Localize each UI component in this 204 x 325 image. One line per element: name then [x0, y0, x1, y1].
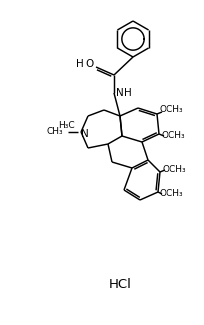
Text: CH₃: CH₃ [47, 127, 63, 136]
Text: OCH₃: OCH₃ [159, 189, 183, 199]
Text: OCH₃: OCH₃ [159, 106, 183, 114]
Text: OCH₃: OCH₃ [161, 132, 185, 140]
Text: N: N [116, 88, 124, 98]
Text: N: N [81, 129, 89, 139]
Text: O: O [85, 59, 93, 69]
Text: HCl: HCl [109, 279, 131, 292]
Text: H: H [124, 88, 132, 98]
Text: H₃C: H₃C [58, 121, 74, 129]
Text: OCH₃: OCH₃ [162, 164, 186, 174]
Text: H: H [76, 59, 84, 69]
